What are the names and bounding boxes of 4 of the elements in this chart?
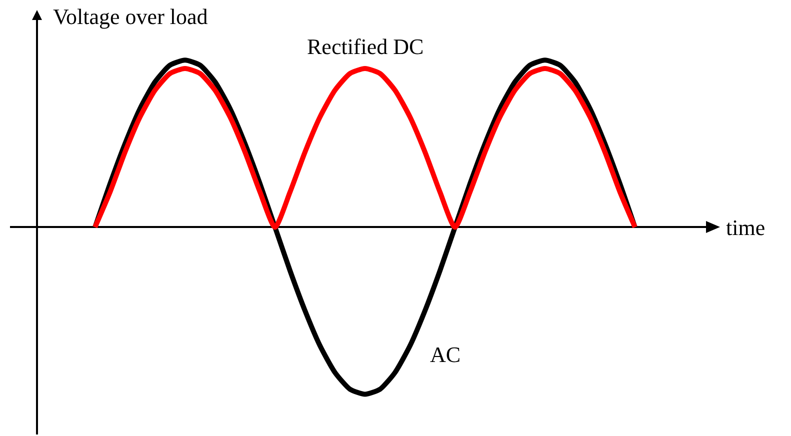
series-label: AC bbox=[430, 342, 461, 367]
x-axis-title: time bbox=[726, 215, 766, 240]
y-axis-title: Voltage over load bbox=[53, 4, 208, 29]
series-label: Rectified DC bbox=[307, 34, 424, 59]
